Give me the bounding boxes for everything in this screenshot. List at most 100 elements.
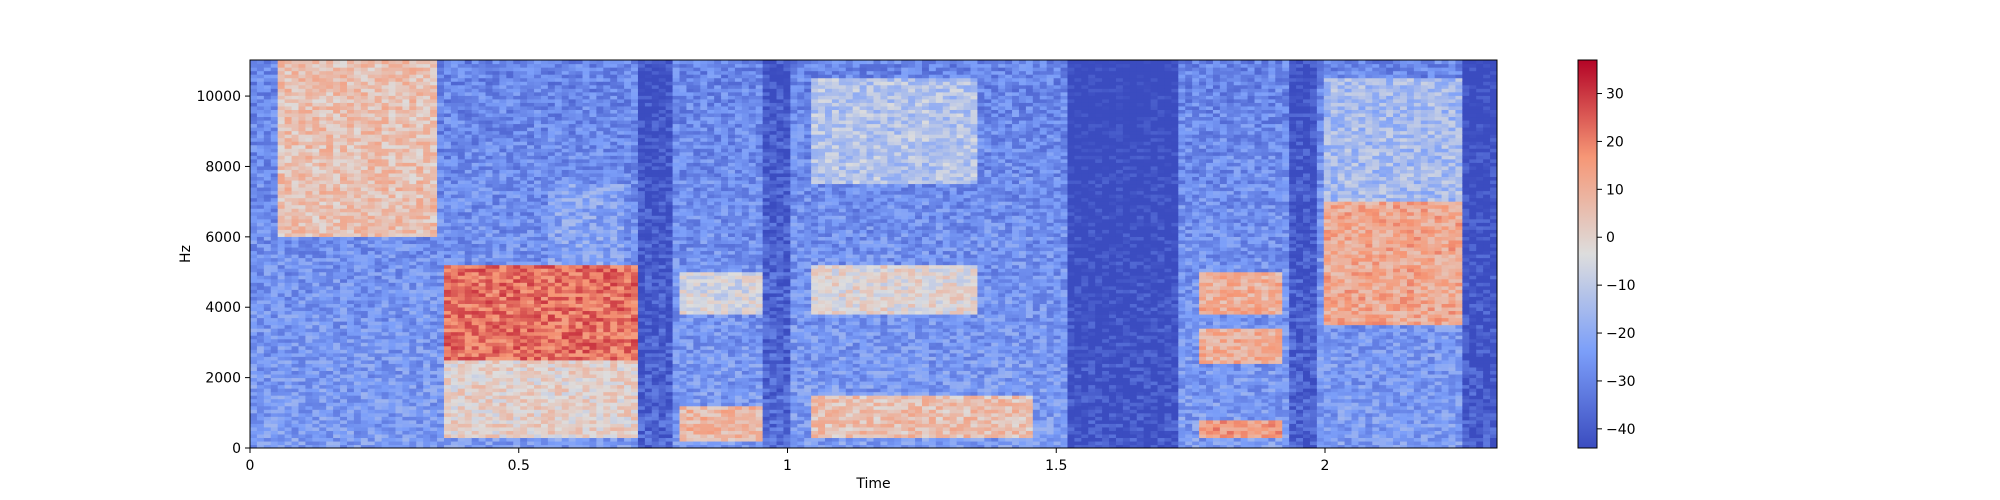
spectrogram-cell (540, 254, 549, 259)
spectrogram-cell (284, 380, 293, 386)
spectrogram-cell (423, 352, 431, 357)
spectrogram-cell (520, 91, 528, 96)
spectrogram-cell (450, 356, 459, 361)
spectrogram-cell (457, 201, 466, 206)
spectrogram-cell (478, 398, 487, 403)
spectrogram-cell (471, 433, 480, 439)
spectrogram-cell (437, 440, 445, 446)
spectrogram-cell (443, 433, 452, 439)
spectrogram-cell (312, 81, 320, 86)
spectrogram-cell (437, 349, 445, 354)
spectrogram-cell (464, 433, 473, 439)
spectrogram-cell (534, 81, 542, 86)
spectrogram-cell (388, 254, 397, 259)
spectrogram-cell (443, 176, 452, 181)
spectrogram-cell (388, 437, 397, 442)
spectrogram-cell (478, 430, 487, 435)
spectrogram-cell (402, 186, 410, 192)
spectrogram-cell (464, 412, 473, 417)
spectrogram-cell (478, 377, 487, 382)
spectrogram-cell (312, 412, 320, 417)
spectrogram-cell (367, 130, 376, 135)
spectrogram-cell (520, 169, 528, 174)
spectrogram-cell (319, 186, 327, 192)
spectrogram-cell (478, 352, 487, 357)
spectrogram-cell (547, 123, 556, 128)
spectrogram-cell (437, 77, 445, 82)
spectrogram-cell (353, 282, 362, 287)
spectrogram-cell (305, 313, 313, 319)
spectrogram-cell (513, 88, 521, 93)
spectrogram-cell (423, 324, 431, 329)
spectrogram-cell (270, 236, 279, 241)
spectrogram-cell (423, 197, 431, 202)
spectrogram-cell (270, 201, 279, 206)
spectrogram-cell (534, 352, 542, 357)
spectrogram-cell (464, 176, 473, 181)
spectrogram-cell (263, 444, 272, 448)
spectrogram-cell (520, 299, 528, 304)
spectrogram-cell (319, 208, 327, 213)
spectrogram-cell (277, 91, 286, 96)
spectrogram-cell (547, 373, 556, 379)
spectrogram-cell (471, 264, 480, 269)
spectrogram-cell (443, 321, 452, 326)
spectrogram-cell (284, 331, 293, 336)
spectrogram-cell (423, 172, 431, 177)
spectrogram-cell (305, 155, 313, 160)
spectrogram-cell (402, 148, 410, 153)
spectrogram-cell (437, 331, 445, 336)
spectrogram-cell (540, 243, 549, 248)
spectrogram-cell (263, 243, 272, 248)
spectrogram-cell (263, 81, 272, 86)
spectrogram-cell (319, 412, 327, 417)
spectrogram-cell (360, 155, 369, 160)
spectrogram-cell (291, 391, 300, 396)
spectrogram-cell (326, 112, 334, 118)
spectrogram-cell (513, 409, 521, 414)
spectrogram-cell (478, 306, 487, 312)
spectrogram-cell (561, 409, 570, 414)
spectrogram-cell (409, 141, 417, 146)
spectrogram-cell (457, 137, 466, 142)
spectrogram-cell (326, 162, 334, 167)
spectrogram-cell (312, 352, 320, 357)
spectrogram-cell (430, 84, 438, 89)
spectrogram-cell (423, 105, 431, 110)
spectrogram-cell (499, 264, 507, 269)
spectrogram-cell (520, 306, 528, 312)
spectrogram-cell (471, 102, 480, 107)
spectrogram-cell (395, 338, 404, 343)
spectrogram-cell (457, 98, 466, 103)
spectrogram-cell (409, 102, 417, 107)
spectrogram-cell (520, 342, 528, 347)
spectrogram-cell (360, 384, 369, 389)
spectrogram-cell (250, 268, 258, 273)
spectrogram-cell (353, 395, 362, 400)
spectrogram-cell (381, 342, 390, 347)
spectrogram-cell (402, 246, 410, 252)
spectrogram-cell (277, 208, 286, 213)
spectrogram-cell (464, 261, 473, 266)
spectrogram-cell (270, 444, 279, 448)
spectrogram-cell (381, 352, 390, 357)
spectrogram-cell (540, 335, 549, 340)
spectrogram-cell (374, 91, 383, 96)
spectrogram-cell (360, 412, 369, 417)
spectrogram-cell (402, 395, 410, 400)
spectrogram-cell (326, 158, 334, 163)
spectrogram-cell (353, 204, 362, 209)
spectrogram-cell (443, 162, 452, 167)
spectrogram-cell (360, 162, 369, 167)
spectrogram-cell (416, 278, 424, 283)
spectrogram-cell (506, 264, 514, 269)
spectrogram-cell (409, 63, 417, 68)
spectrogram-cell (416, 116, 424, 121)
spectrogram-cell (485, 134, 494, 139)
spectrogram-cell (437, 211, 445, 216)
spectrogram-cell (499, 345, 507, 350)
spectrogram-cell (312, 254, 320, 259)
spectrogram-cell (534, 278, 542, 283)
spectrogram-cell (471, 162, 480, 167)
